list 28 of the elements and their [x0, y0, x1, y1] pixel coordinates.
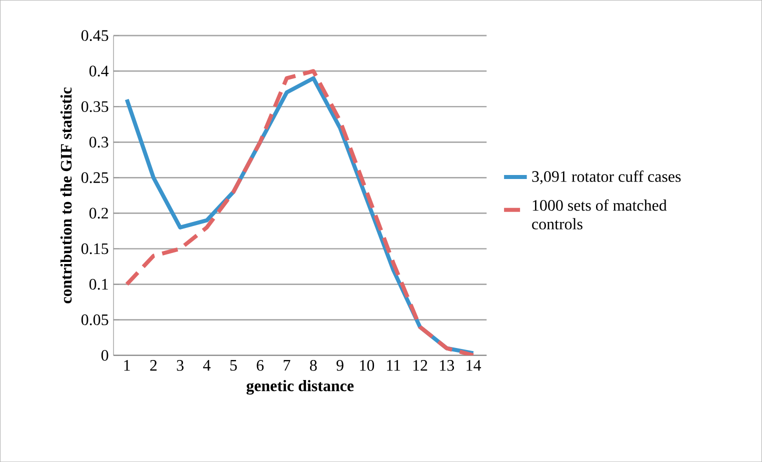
x-tick-label: 10: [360, 360, 374, 371]
y-tick-label: 0.15: [81, 243, 108, 254]
y-tick-label: 0.25: [81, 172, 108, 184]
y-axis-title: contribution to the GIF statistic: [60, 87, 72, 304]
legend-label: 1000 sets of matched controls: [532, 199, 667, 230]
x-tick-label: 4: [203, 360, 211, 370]
x-tick-label: 1: [124, 360, 130, 371]
y-tick-label: 0.35: [81, 101, 108, 112]
y-tick-label: 0.4: [89, 66, 109, 76]
legend-label: 3,091 rotator cuff cases: [532, 170, 681, 184]
x-tick-label: 7: [284, 360, 290, 370]
x-tick-label: 5: [230, 360, 237, 371]
y-tick-label: 0.3: [89, 136, 108, 148]
x-axis-title: genetic distance: [246, 380, 354, 395]
x-tick-label: 9: [336, 360, 344, 371]
y-tick-label: 0.2: [89, 208, 108, 219]
y-tick-label: 0.1: [89, 278, 108, 290]
x-tick-label: 12: [413, 360, 428, 371]
y-tick-label: 0.45: [81, 30, 108, 41]
x-tick-label: 14: [466, 360, 482, 371]
x-tick-label: 6: [256, 360, 264, 371]
x-tick-label: 3: [176, 360, 184, 371]
x-tick-label: 11: [387, 360, 400, 371]
x-tick-label: 2: [150, 360, 157, 371]
x-tick-label: 8: [310, 360, 317, 371]
y-tick-label: 0.05: [81, 314, 108, 326]
x-tick-label: 13: [440, 360, 454, 371]
y-tick-label: 0: [101, 350, 108, 361]
